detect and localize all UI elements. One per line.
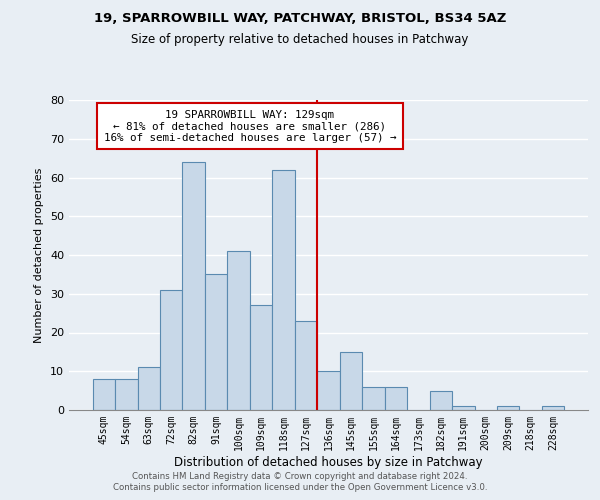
Bar	[497, 406, 520, 410]
Bar	[385, 387, 407, 410]
X-axis label: Distribution of detached houses by size in Patchway: Distribution of detached houses by size …	[174, 456, 483, 468]
Bar	[362, 387, 385, 410]
Bar	[272, 170, 295, 410]
Text: 19 SPARROWBILL WAY: 129sqm
← 81% of detached houses are smaller (286)
16% of sem: 19 SPARROWBILL WAY: 129sqm ← 81% of deta…	[104, 110, 396, 143]
Bar	[182, 162, 205, 410]
Bar	[137, 368, 160, 410]
Bar	[452, 406, 475, 410]
Bar	[250, 306, 272, 410]
Bar	[227, 251, 250, 410]
Text: Contains HM Land Registry data © Crown copyright and database right 2024.: Contains HM Land Registry data © Crown c…	[132, 472, 468, 481]
Bar	[317, 371, 340, 410]
Bar	[430, 390, 452, 410]
Bar	[115, 379, 137, 410]
Bar	[340, 352, 362, 410]
Bar	[160, 290, 182, 410]
Bar	[205, 274, 227, 410]
Text: Contains public sector information licensed under the Open Government Licence v3: Contains public sector information licen…	[113, 484, 487, 492]
Y-axis label: Number of detached properties: Number of detached properties	[34, 168, 44, 342]
Bar	[295, 321, 317, 410]
Bar	[92, 379, 115, 410]
Bar	[542, 406, 565, 410]
Text: Size of property relative to detached houses in Patchway: Size of property relative to detached ho…	[131, 32, 469, 46]
Text: 19, SPARROWBILL WAY, PATCHWAY, BRISTOL, BS34 5AZ: 19, SPARROWBILL WAY, PATCHWAY, BRISTOL, …	[94, 12, 506, 26]
